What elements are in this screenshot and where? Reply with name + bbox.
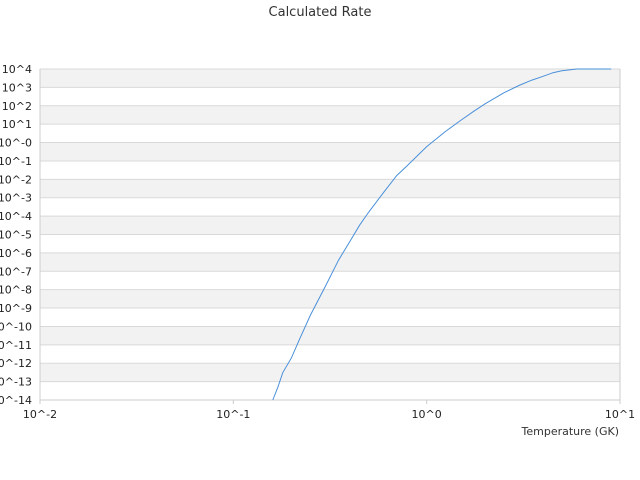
x-tick-label: 10^1 — [605, 408, 635, 421]
y-tick-label: 10^-10 — [0, 320, 32, 333]
grid-band — [40, 142, 620, 161]
series-layer — [272, 68, 612, 401]
grid-band — [40, 363, 620, 382]
y-tick-label: 10^-6 — [0, 247, 32, 260]
axes — [39, 69, 621, 401]
y-tick-label: 10^-9 — [0, 302, 32, 315]
y-tick-label: 10^-3 — [0, 192, 32, 205]
y-tick-label: 10^-2 — [0, 173, 32, 186]
y-tick-label: 10^-13 — [0, 376, 32, 389]
y-tick-label: 10^-7 — [0, 265, 32, 278]
grid-band — [40, 105, 620, 125]
x-tick-labels: 10^-2 10^-1 10^0 10^1 — [23, 400, 635, 421]
grid-band — [40, 216, 620, 235]
chart-title: Calculated Rate — [269, 5, 372, 20]
y-tick-label: 10^-5 — [0, 229, 32, 242]
grid-band — [40, 179, 620, 198]
x-tick-label: 10^-1 — [216, 408, 250, 421]
y-tick-label: 10^-0 — [0, 137, 32, 150]
y-tick-label: 10^-1 — [0, 155, 32, 168]
y-tick-label: 10^-11 — [0, 339, 32, 352]
grid-band — [40, 289, 620, 309]
y-tick-label: 10^2 — [2, 100, 32, 113]
y-tick-label: 10^-12 — [0, 357, 32, 370]
y-tick-label: 10^4 — [2, 63, 32, 76]
y-tick-labels: 10^4 10^3 10^2 10^1 10^-0 10^-1 10^-2 10^-3 10^-… — [0, 63, 32, 407]
x-tick-label: 10^0 — [412, 408, 442, 421]
x-axis-label: Temperature (GK) — [521, 425, 620, 438]
grid-band — [40, 252, 620, 272]
y-tick-label: 10^3 — [2, 81, 32, 94]
grid-lines — [40, 68, 620, 401]
grid-bands — [40, 69, 620, 382]
y-tick-label: 10^-14 — [0, 394, 32, 407]
y-tick-label: 10^-8 — [0, 284, 32, 297]
y-tick-label: 10^1 — [2, 118, 32, 131]
grid-band — [40, 326, 620, 345]
series-line — [272, 68, 612, 401]
x-tick-label: 10^-2 — [23, 408, 57, 421]
grid-band — [40, 69, 620, 88]
y-tick-label: 10^-4 — [0, 210, 32, 223]
